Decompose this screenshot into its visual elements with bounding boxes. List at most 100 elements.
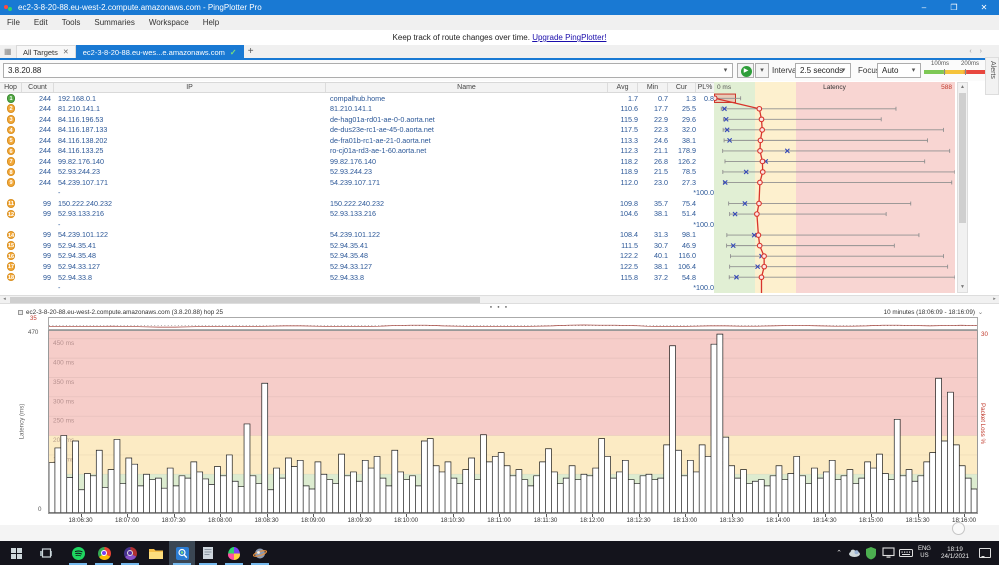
notification-center-icon[interactable] [979, 548, 991, 558]
min-cell: 23.0 [638, 178, 668, 187]
tab-all-targets[interactable]: All Targets ✕ [16, 45, 76, 58]
min-cell: 38.1 [638, 209, 668, 218]
taskbar-app-game[interactable] [247, 541, 273, 565]
avg-cell: 104.6 [608, 209, 638, 218]
col-header-name[interactable]: Name [326, 83, 608, 92]
taskbar-pingplotter[interactable] [169, 541, 195, 565]
start-trace-button[interactable]: ▶ [737, 63, 754, 78]
menu-item-help[interactable]: Help [196, 18, 226, 27]
svg-text:300 ms: 300 ms [53, 398, 74, 405]
close-button[interactable]: ✕ [969, 0, 999, 15]
table-row[interactable]: 149954.239.101.12254.239.101.122108.431.… [0, 230, 714, 241]
packet-loss-strip[interactable] [48, 317, 978, 330]
scroll-jump-button[interactable] [952, 522, 965, 535]
minimize-button[interactable]: – [909, 0, 939, 15]
start-button[interactable] [3, 541, 29, 565]
taskbar-file-explorer[interactable] [143, 541, 169, 565]
table-row[interactable]: 424484.116.187.133de-dus23e-rc1-ae-45-0.… [0, 125, 714, 136]
maximize-button[interactable]: ❐ [939, 0, 969, 15]
table-row[interactable]: -*100.0 [0, 188, 714, 199]
scroll-right-icon[interactable]: ▸ [990, 296, 999, 303]
interval-select[interactable]: 2.5 seconds ▾ [795, 63, 851, 78]
upgrade-link[interactable]: Upgrade PingPlotter! [532, 33, 606, 42]
language-indicator[interactable]: ENG US [918, 546, 931, 560]
col-header-pl[interactable]: PL% [696, 83, 714, 92]
latency-timeline-plot[interactable]: 450 ms400 ms350 ms300 ms250 ms200 ms150 … [48, 330, 978, 514]
chrome-profile-badge [101, 550, 107, 556]
app-icon-dot-green [8, 7, 12, 11]
tab-close-icon[interactable]: ✕ [63, 48, 69, 56]
scroll-left-icon[interactable]: ◂ [0, 296, 9, 303]
defender-icon[interactable] [865, 546, 878, 560]
color-drop-icon [228, 547, 240, 560]
col-header-cur[interactable]: Cur [668, 83, 696, 92]
table-row[interactable]: 924454.239.107.17154.239.107.171112.023.… [0, 177, 714, 188]
taskbar-spotify[interactable] [65, 541, 91, 565]
onedrive-icon[interactable] [848, 546, 861, 560]
taskbar-app-paint[interactable] [221, 541, 247, 565]
table-row[interactable]: 189952.94.33.852.94.33.8115.837.254.8 [0, 272, 714, 283]
menu-item-summaries[interactable]: Summaries [87, 18, 141, 27]
table-row[interactable]: 224481.210.141.181.210.141.1110.617.725.… [0, 104, 714, 115]
table-row[interactable]: 179952.94.33.12752.94.33.127122.538.1106… [0, 261, 714, 272]
table-row[interactable]: 824452.93.244.2352.93.244.23118.921.578.… [0, 167, 714, 178]
clock[interactable]: 18:19 24/1/2021 [941, 546, 969, 561]
avg-cell: 111.5 [608, 241, 638, 250]
menu-item-edit[interactable]: Edit [27, 18, 55, 27]
time-tick-label: 18:11:00 [487, 517, 511, 524]
trace-options-dropdown[interactable]: ▾ [755, 63, 769, 78]
col-header-avg[interactable]: Avg [608, 83, 638, 92]
table-row[interactable]: 159952.94.35.4152.94.35.41111.530.746.9 [0, 240, 714, 251]
task-view-button[interactable] [33, 541, 59, 565]
scroll-up-icon[interactable]: ▲ [958, 83, 967, 92]
table-row[interactable]: 1244192.168.0.1compalhub.home1.70.71.30.… [0, 93, 714, 104]
menu-item-tools[interactable]: Tools [55, 18, 88, 27]
taskbar-app-notes[interactable] [195, 541, 221, 565]
table-row[interactable]: 169952.94.35.4852.94.35.48122.240.1116.0 [0, 251, 714, 262]
alerts-side-tab[interactable]: Alerts [985, 57, 999, 95]
focus-select[interactable]: Auto ▾ [877, 63, 921, 78]
keyboard-icon[interactable] [899, 546, 912, 560]
cur-cell: 98.1 [668, 230, 696, 239]
table-row[interactable]: 524484.116.138.202de-fra01b-rc1-ae-21-0.… [0, 135, 714, 146]
tab-scroll-arrows[interactable]: ‹ › [969, 48, 985, 55]
table-row[interactable]: -*100.0 [0, 282, 714, 293]
taskbar-chrome-2[interactable] [117, 541, 143, 565]
scroll-down-icon[interactable]: ▼ [958, 283, 967, 292]
table-row[interactable]: 324484.116.196.53de-hag01a-rd01-ae-0-0.a… [0, 114, 714, 125]
col-header-hop[interactable]: Hop [0, 83, 22, 92]
table-row[interactable]: -*100.0 [0, 219, 714, 230]
display-icon[interactable] [882, 546, 895, 560]
taskbar: ⌃ ENG US 18:19 24/1/2021 [0, 541, 999, 565]
tab-active-target[interactable]: ec2-3-8-20-88.eu-wes...e.amazonaws.com ✓ [76, 45, 244, 58]
clock-date: 24/1/2021 [941, 553, 969, 561]
interval-value: 2.5 seconds [800, 64, 843, 77]
cur-cell: 29.6 [668, 115, 696, 124]
table-row[interactable]: 1199150.222.240.232150.222.240.232109.83… [0, 198, 714, 209]
ip-cell: - [54, 188, 326, 197]
timeline-range[interactable]: 10 minutes (18:06:09 - 18:16:09) [884, 309, 975, 316]
col-header-min[interactable]: Min [638, 83, 668, 92]
tray-expand-icon[interactable]: ⌃ [836, 549, 842, 557]
target-combobox[interactable]: 3.8.20.88 ▾ [3, 63, 733, 78]
name-cell: compalhub.home [326, 94, 608, 103]
ip-cell: 52.94.35.41 [54, 241, 326, 250]
table-horizontal-scrollbar[interactable]: ◂ ▸ [0, 295, 999, 304]
vertical-scroll-thumb[interactable] [959, 93, 966, 223]
ip-cell: 52.94.33.127 [54, 262, 326, 271]
table-vertical-scrollbar[interactable]: ▲ ▼ [957, 82, 968, 293]
table-row[interactable]: 129952.93.133.21652.93.133.216104.638.15… [0, 209, 714, 220]
tab-check-icon: ✓ [230, 48, 237, 57]
hop-number-badge: 17 [7, 262, 16, 271]
new-tab-button[interactable]: + [244, 45, 258, 58]
table-row[interactable]: 724499.82.176.14099.82.176.140118.226.81… [0, 156, 714, 167]
menu-item-workspace[interactable]: Workspace [142, 18, 196, 27]
col-header-ip[interactable]: IP [54, 83, 326, 92]
taskbar-chrome-1[interactable] [91, 541, 117, 565]
menu-item-file[interactable]: File [0, 18, 27, 27]
horizontal-scroll-thumb[interactable] [10, 297, 480, 303]
target-dropdown-icon[interactable]: ▾ [720, 64, 731, 77]
table-row[interactable]: 624484.116.133.25ro-cj01a-rd3-ae-1-60.ao… [0, 146, 714, 157]
timeline-range-dropdown-icon[interactable]: ⌄ [978, 309, 983, 316]
col-header-count[interactable]: Count [22, 83, 54, 92]
